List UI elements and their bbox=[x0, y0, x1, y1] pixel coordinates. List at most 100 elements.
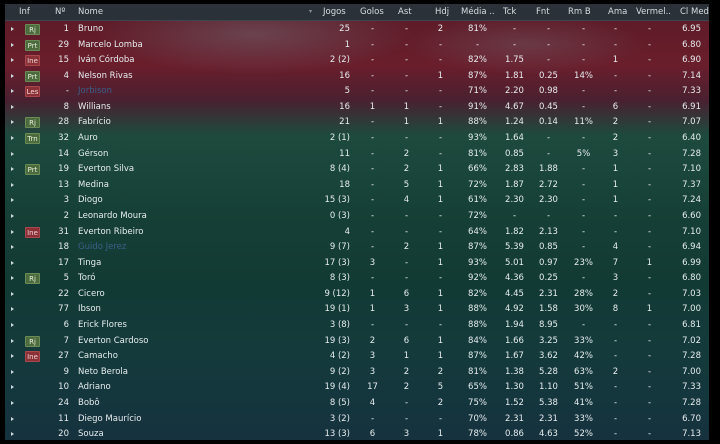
table-row[interactable]: Ine 31 Everton Ribeiro 4 - - - 64% 1.82 2.13 - - - 7.… bbox=[5, 225, 709, 241]
table-row[interactable]: 8 Willians 16 1 1 - 91% 4.67 0.45 - 6 - 6.91 bbox=[5, 100, 709, 116]
table-row[interactable]: Rj 28 Fabrício 21 - 1 1 88% 1.24 0.14 11% 2 - 7.07 bbox=[5, 115, 709, 131]
table-row[interactable]: 22 Cicero 9 (12) 1 6 1 82% 4.45 2.31 28% 2 - 7.03 bbox=[5, 287, 709, 303]
expand-arrow-icon[interactable] bbox=[11, 198, 14, 203]
col-header-fnt[interactable]: Fnt bbox=[536, 7, 550, 17]
expand-arrow-icon[interactable] bbox=[11, 354, 14, 359]
player-name[interactable]: Iván Córdoba bbox=[78, 55, 135, 66]
expand-arrow-icon[interactable] bbox=[11, 307, 14, 312]
table-row[interactable]: 11 Diego Maurício 3 (2) - - - 70% 2.31 2.31 33% - -… bbox=[5, 412, 709, 428]
expand-arrow-icon[interactable] bbox=[11, 104, 14, 109]
stat-media: 93% bbox=[468, 133, 487, 144]
table-row[interactable]: 10 Adriano 19 (4) 17 2 5 65% 1.30 1.10 51% - - 7.33 bbox=[5, 380, 709, 396]
table-row[interactable]: Ine 27 Camacho 4 (2) 3 1 1 87% 1.67 3.62 42% - - 7.28 bbox=[5, 349, 709, 365]
player-name[interactable]: Auro bbox=[78, 133, 98, 144]
col-header-golos[interactable]: Golos bbox=[360, 7, 384, 17]
expand-arrow-icon[interactable] bbox=[11, 213, 14, 218]
table-row[interactable]: 14 Gérson 11 - 2 - 81% 0.85 - 5% 3 - 7.28 bbox=[5, 147, 709, 163]
stat-tck: 0.86 bbox=[505, 429, 524, 440]
table-row[interactable]: 24 Bobô 8 (5) 4 - 2 75% 1.52 5.38 41% - - 7.28 bbox=[5, 396, 709, 412]
table-row[interactable]: Ine 15 Iván Córdoba 2 (2) - - - 82% 1.75 - - 1 - 6.90 bbox=[5, 53, 709, 69]
player-name[interactable]: Diogo bbox=[78, 195, 103, 206]
player-name[interactable]: Neto Berola bbox=[78, 366, 128, 377]
col-header-name[interactable]: Nome bbox=[78, 7, 104, 17]
table-row[interactable]: Trn 32 Auro 2 (1) - - - 93% 1.64 - - 2 - 6.40 bbox=[5, 131, 709, 147]
player-name[interactable]: Medina bbox=[78, 179, 109, 190]
col-header-media[interactable]: Média .. bbox=[461, 7, 495, 17]
table-row[interactable]: 3 Diogo 15 (3) - 4 1 61% 2.30 2.30 - 1 - 7.24 bbox=[5, 193, 709, 209]
table-row[interactable]: Rj 7 Everton Cardoso 19 (3) 2 6 1 84% 1.66 3.25 33… bbox=[5, 334, 709, 350]
table-row[interactable]: Prt 29 Marcelo Lomba 1 - - - - - - - - - 6.80 bbox=[5, 38, 709, 54]
expand-arrow-icon[interactable] bbox=[11, 400, 14, 405]
player-name[interactable]: Souza bbox=[78, 429, 104, 440]
expand-arrow-icon[interactable] bbox=[11, 27, 14, 31]
player-name[interactable]: Everton Cardoso bbox=[78, 335, 149, 346]
player-name[interactable]: Camacho bbox=[78, 351, 118, 362]
col-header-inf[interactable]: Inf bbox=[19, 7, 30, 17]
expand-arrow-icon[interactable] bbox=[11, 260, 14, 265]
table-row[interactable]: 13 Medina 18 - 5 1 72% 1.87 2.72 - 1 - 7.37 bbox=[5, 178, 709, 194]
col-header-jogos[interactable]: Jogos bbox=[323, 7, 346, 17]
col-header-tck[interactable]: Tck bbox=[503, 7, 517, 17]
expand-arrow-icon[interactable] bbox=[11, 73, 14, 78]
expand-arrow-icon[interactable] bbox=[11, 369, 14, 374]
expand-arrow-icon[interactable] bbox=[11, 136, 14, 141]
table-row[interactable]: Prt 4 Nelson Rivas 16 - - 1 87% 1.81 0.25 14% - - 7.1… bbox=[5, 69, 709, 85]
col-header-ast[interactable]: Ast bbox=[398, 7, 412, 17]
table-row[interactable]: 6 Erick Flores 3 (8) - - - 88% 1.94 8.95 - - - 6.81 bbox=[5, 318, 709, 334]
expand-arrow-icon[interactable] bbox=[11, 432, 14, 437]
player-name[interactable]: Nelson Rivas bbox=[78, 70, 133, 81]
player-name[interactable]: Diego Maurício bbox=[78, 413, 142, 424]
table-row[interactable]: 9 Neto Berola 9 (2) 3 2 2 81% 1.38 5.28 63% 2 - 7.00 bbox=[5, 365, 709, 381]
player-name[interactable]: Everton Silva bbox=[78, 164, 135, 175]
table-row[interactable]: 2 Leonardo Moura 0 (3) - - - 72% - - - - - 6.60 bbox=[5, 209, 709, 225]
expand-arrow-icon[interactable] bbox=[11, 89, 14, 94]
player-name[interactable]: Jorbison bbox=[78, 86, 112, 97]
player-name[interactable]: Ibson bbox=[78, 304, 101, 315]
expand-arrow-icon[interactable] bbox=[11, 229, 14, 234]
stat-ast: - bbox=[404, 226, 409, 237]
col-header-hdj[interactable]: Hdj bbox=[435, 7, 450, 17]
table-row[interactable]: Rj 1 Bruno 25 - - 2 81% - - - - - 6.95 bbox=[5, 22, 709, 38]
player-name[interactable]: Bobô bbox=[78, 397, 100, 408]
expand-arrow-icon[interactable] bbox=[11, 245, 14, 250]
col-header-rmb[interactable]: Rm B bbox=[568, 7, 591, 17]
player-name[interactable]: Cicero bbox=[78, 288, 105, 299]
expand-arrow-icon[interactable] bbox=[11, 338, 14, 343]
sort-arrow-icon[interactable]: ▾ bbox=[309, 8, 313, 15]
player-name[interactable]: Fabrício bbox=[78, 117, 111, 128]
player-name[interactable]: Willians bbox=[78, 101, 111, 112]
expand-arrow-icon[interactable] bbox=[11, 167, 14, 172]
table-row[interactable]: Les - Jorbison 5- - -71% 2.20 0.98- - -7.33 bbox=[5, 84, 709, 100]
col-header-number[interactable]: Nº bbox=[55, 7, 66, 17]
expand-arrow-icon[interactable] bbox=[11, 42, 14, 47]
player-name[interactable]: Gérson bbox=[78, 148, 109, 159]
player-name[interactable]: Marcelo Lomba bbox=[78, 39, 143, 50]
table-row[interactable]: Rj 5 Toró 8 (3) - - - 92% 4.36 0.25 - 3 - 6.80 bbox=[5, 271, 709, 287]
expand-arrow-icon[interactable] bbox=[11, 416, 14, 421]
expand-arrow-icon[interactable] bbox=[11, 385, 14, 390]
expand-arrow-icon[interactable] bbox=[11, 120, 14, 125]
player-name[interactable]: Adriano bbox=[78, 382, 111, 393]
expand-arrow-icon[interactable] bbox=[11, 151, 14, 156]
expand-arrow-icon[interactable] bbox=[11, 323, 14, 328]
col-header-vermelhos[interactable]: Vermel.. bbox=[636, 7, 672, 17]
player-name[interactable]: Guido Jerez bbox=[78, 242, 127, 253]
player-name[interactable]: Everton Ribeiro bbox=[78, 226, 144, 237]
stat-fnt: 0.25 bbox=[539, 70, 558, 81]
expand-arrow-icon[interactable] bbox=[11, 291, 14, 296]
col-header-ama[interactable]: Ama bbox=[608, 7, 628, 17]
col-header-cl-med[interactable]: Cl Med bbox=[680, 7, 709, 17]
table-row[interactable]: 17 Tinga 17 (3) 3 - 1 93% 5.01 0.97 23% 7 1 6.99 bbox=[5, 256, 709, 272]
player-name[interactable]: Leonardo Moura bbox=[78, 210, 147, 221]
table-row[interactable]: 77 Ibson 19 (1) 1 3 1 88% 4.92 1.58 30% 8 1 7.00 bbox=[5, 302, 709, 318]
player-name[interactable]: Toró bbox=[78, 273, 96, 284]
table-row[interactable]: 20 Souza 13 (3) 6 3 1 78% 0.86 4.63 52% - - 7.13 bbox=[5, 427, 709, 440]
player-name[interactable]: Erick Flores bbox=[78, 320, 127, 331]
expand-arrow-icon[interactable] bbox=[11, 58, 14, 63]
player-name[interactable]: Bruno bbox=[78, 24, 104, 34]
table-row[interactable]: Prt 19 Everton Silva 8 (4) - 2 1 66% 2.83 1.88 - 1 -… bbox=[5, 162, 709, 178]
player-name[interactable]: Tinga bbox=[78, 257, 102, 268]
table-row[interactable]: 18 Guido Jerez 9 (7) - 2 1 87% 5.39 0.85 - 4 - 6.94 bbox=[5, 240, 709, 256]
expand-arrow-icon[interactable] bbox=[11, 182, 14, 187]
expand-arrow-icon[interactable] bbox=[11, 276, 14, 281]
